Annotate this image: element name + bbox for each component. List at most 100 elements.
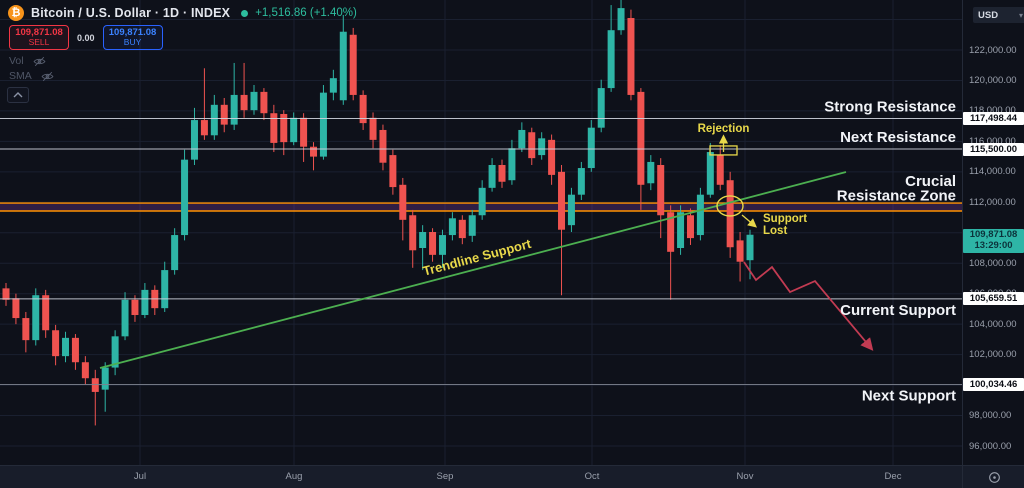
collapse-panel-button[interactable] xyxy=(7,87,29,103)
candle-body xyxy=(438,235,446,255)
price-level-badge: 105,659.51 xyxy=(963,292,1024,306)
level-label: Strong Resistance xyxy=(824,99,956,116)
candle-body xyxy=(161,270,169,309)
candle-body xyxy=(389,155,397,188)
candle-body xyxy=(200,120,208,136)
candle-body xyxy=(42,295,50,331)
candle-body xyxy=(101,367,109,390)
candle-body xyxy=(429,232,437,255)
candle-body xyxy=(32,295,40,341)
price-tick: 108,000.00 xyxy=(969,257,1017,269)
price-level-badge: 100,034.46 xyxy=(963,378,1024,392)
spread-value: 0.00 xyxy=(77,32,95,43)
candle-body xyxy=(190,120,198,160)
candle-body xyxy=(141,289,149,316)
candle-body xyxy=(62,337,70,357)
candle-body xyxy=(478,187,486,216)
level-label: Current Support xyxy=(840,302,956,319)
price-tick: 104,000.00 xyxy=(969,318,1017,330)
bitcoin-logo-icon: ₿ xyxy=(8,5,24,21)
currency-dropdown[interactable]: USD ▾ xyxy=(973,7,1024,23)
candle-body xyxy=(369,117,377,140)
candle-body xyxy=(280,113,288,143)
month-label: Oct xyxy=(584,471,600,482)
support-lost-circle[interactable] xyxy=(716,195,744,217)
support-resistance-lines[interactable] xyxy=(0,118,962,386)
candle-body xyxy=(518,129,526,149)
month-label: Jul xyxy=(133,471,147,482)
buy-label: BUY xyxy=(123,37,142,48)
candle-body xyxy=(488,164,496,188)
candle-body xyxy=(210,104,218,136)
eye-hidden-icon[interactable] xyxy=(41,71,54,82)
sell-button[interactable]: 109,871.08 SELL xyxy=(9,25,69,50)
candle-body xyxy=(686,215,694,239)
candle-body xyxy=(548,139,556,175)
sell-label: SELL xyxy=(28,37,50,48)
candle-body xyxy=(91,378,99,392)
sma-indicator-label[interactable]: SMA xyxy=(9,70,32,82)
last-price-badge: 109,871.08 13:29:00 xyxy=(963,228,1024,253)
price-tick: 102,000.00 xyxy=(969,349,1017,361)
candle-body xyxy=(171,235,179,271)
chevron-down-icon: ▾ xyxy=(1018,10,1023,20)
candle-body xyxy=(300,117,308,147)
candle-body xyxy=(131,299,139,316)
candle-body xyxy=(12,298,20,319)
candle-body xyxy=(270,113,278,143)
candle-body xyxy=(409,215,417,251)
price-tick: 118,000.00 xyxy=(969,105,1016,117)
zone-label: Resistance Zone xyxy=(837,188,956,205)
candle-body xyxy=(290,117,298,143)
support-lost-label[interactable]: Lost xyxy=(763,225,787,237)
sell-price: 109,871.08 xyxy=(15,27,63,39)
candle-body xyxy=(627,18,635,95)
candle-body xyxy=(22,318,30,341)
candle-body xyxy=(260,91,268,114)
candle-body xyxy=(508,148,516,181)
time-axis[interactable]: Jul Aug Sep Oct Nov Dec xyxy=(0,465,1024,488)
candle-body xyxy=(250,91,258,111)
candle-body xyxy=(111,336,119,368)
candle-body xyxy=(240,94,248,111)
candle-body xyxy=(597,88,605,128)
price-level-badge: 115,500.00 xyxy=(963,142,1024,156)
volume-indicator-row: Vol xyxy=(9,55,46,67)
volume-indicator-label[interactable]: Vol xyxy=(9,55,24,67)
price-level-badge: 117,498.44 xyxy=(963,112,1024,126)
candle-body xyxy=(2,288,10,300)
support-lost-arrow[interactable] xyxy=(741,214,757,228)
candle-body xyxy=(329,78,337,93)
trendline-support-label[interactable]: Trendline Support xyxy=(421,236,533,279)
candle-body xyxy=(419,232,427,248)
candles-series xyxy=(2,0,754,426)
candle-body xyxy=(746,234,754,261)
level-label: Next Resistance xyxy=(840,129,956,146)
price-tick: 114,000.00 xyxy=(969,166,1016,178)
candle-body xyxy=(359,94,367,124)
month-label: Dec xyxy=(884,471,902,482)
zone-label: Crucial xyxy=(905,173,956,190)
symbol-title[interactable]: Bitcoin / U.S. Dollar · 1D · INDEX xyxy=(31,6,231,20)
candle-body xyxy=(181,159,189,236)
price-projection-arrow[interactable] xyxy=(743,261,874,351)
support-lost-label[interactable]: Support xyxy=(763,213,807,225)
candle-body xyxy=(448,218,456,236)
candle-body xyxy=(121,299,129,337)
symbol-header: ₿ Bitcoin / U.S. Dollar · 1D · INDEX +1,… xyxy=(8,5,357,21)
buy-button[interactable]: 109,871.08 BUY xyxy=(102,25,163,50)
rejection-label[interactable]: Rejection xyxy=(698,123,750,135)
price-axis[interactable]: USD ▾ 122,000.00 120,000.00 118,000.00 116,… xyxy=(962,0,1024,465)
month-label: Nov xyxy=(736,471,754,482)
buy-price: 109,871.08 xyxy=(108,27,157,39)
session-clock-button[interactable] xyxy=(962,466,1024,488)
currency-label: USD xyxy=(978,9,999,21)
chart-plot-area[interactable]: Rejection Support Lost Trendline Support Str… xyxy=(0,0,962,465)
chevron-up-icon xyxy=(13,92,23,98)
candle-body xyxy=(567,194,575,226)
eye-hidden-icon[interactable] xyxy=(33,56,46,67)
candle-body xyxy=(558,171,566,230)
trendline-support-line[interactable] xyxy=(99,171,847,369)
